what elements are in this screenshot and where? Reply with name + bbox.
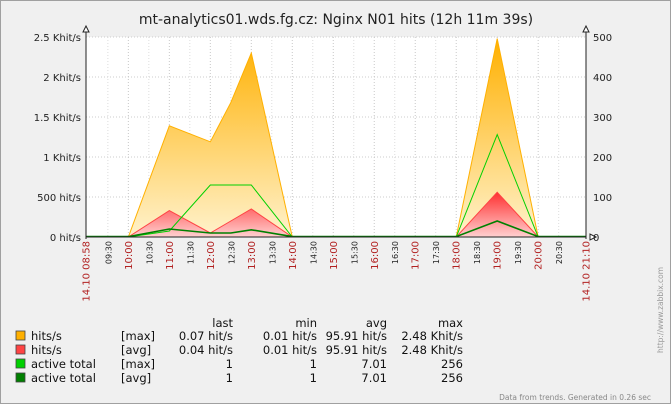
y-left-tick-label: 2.5 Khit/s — [34, 33, 81, 44]
y-right-tick-label: 200 — [593, 153, 612, 164]
x-tick-label: 11:00 — [165, 241, 176, 270]
legend-last: 1 — [226, 371, 233, 385]
legend-series-name: active total — [31, 357, 96, 371]
x-tick-label: 16:00 — [370, 241, 381, 270]
x-axis-arrow — [589, 233, 598, 241]
legend-function: [max] — [121, 357, 155, 371]
x-tick-label: 13:30 — [268, 241, 277, 264]
legend-min: 1 — [310, 357, 317, 371]
footer-text: Data from trends. Generated in 0.26 sec — [499, 393, 651, 402]
axes — [82, 24, 598, 241]
legend-header-max: max — [438, 316, 463, 330]
x-tick-label: 19:30 — [514, 241, 523, 264]
x-tick-label: 12:00 — [206, 241, 217, 270]
y-left-tick-label: 500 hit/s — [37, 193, 81, 204]
legend-max: 256 — [441, 357, 463, 371]
legend-min: 0.01 hit/s — [263, 343, 317, 357]
x-start-label: 14.10 08:58 — [82, 241, 93, 302]
x-tick-label: 12:30 — [227, 241, 236, 264]
x-tick-label: 18:30 — [473, 241, 482, 264]
chart-title: mt-analytics01.wds.fg.cz: Nginx N01 hits… — [139, 12, 533, 28]
legend-swatch — [15, 358, 26, 369]
x-tick-label: 18:00 — [452, 241, 463, 270]
y-right-axis-arrow — [582, 24, 590, 33]
y-right-tick-label: 100 — [593, 193, 612, 204]
y-axis-labels: 0 hit/s 500 hit/s 1 Khit/s 1.5 Khit/s 2 Khit… — [34, 33, 612, 244]
y-left-tick-label: 1 Khit/s — [43, 153, 81, 164]
legend-min: 0.01 hit/s — [263, 329, 317, 343]
legend-header-last: last — [212, 316, 233, 330]
x-tick-label: 15:00 — [329, 241, 340, 270]
legend-series-name: hits/s — [31, 343, 62, 357]
legend-max: 2.48 Khit/s — [401, 343, 463, 357]
legend-header-avg: avg — [366, 316, 387, 330]
y-right-tick-label: 0 — [593, 233, 599, 244]
legend-function: [avg] — [121, 343, 151, 357]
legend-min: 1 — [310, 371, 317, 385]
legend-header-min: min — [295, 316, 317, 330]
legend-avg: 95.91 hit/s — [326, 343, 387, 357]
x-tick-label: 14:00 — [288, 241, 299, 270]
legend-swatch — [15, 344, 26, 355]
legend-avg: 7.01 — [361, 357, 387, 371]
legend-swatch — [15, 330, 26, 341]
legend-max: 256 — [441, 371, 463, 385]
x-tick-label: 17:30 — [432, 241, 441, 264]
y-left-tick-label: 1.5 Khit/s — [34, 113, 81, 124]
x-tick-label: 16:30 — [391, 241, 400, 264]
legend-series-name: active total — [31, 371, 96, 385]
x-tick-label: 10:00 — [124, 241, 135, 270]
x-tick-label: 19:00 — [493, 241, 504, 270]
y-left-tick-label: 0 hit/s — [50, 233, 81, 244]
y-left-axis-arrow — [82, 24, 90, 33]
legend-avg: 7.01 — [361, 371, 387, 385]
y-right-tick-label: 300 — [593, 113, 612, 124]
x-tick-label: 14:30 — [309, 241, 318, 264]
legend-last: 0.04 hit/s — [179, 343, 233, 357]
x-tick-label: 10:30 — [145, 241, 154, 264]
legend-max: 2.48 Khit/s — [401, 329, 463, 343]
legend-function: [max] — [121, 329, 155, 343]
x-tick-label: 15:30 — [350, 241, 359, 264]
x-tick-label: 09:30 — [104, 241, 113, 264]
legend-avg: 95.91 hit/s — [326, 329, 387, 343]
x-end-label: 14.10 21:10 — [582, 241, 593, 302]
legend-function: [avg] — [121, 371, 151, 385]
x-tick-label: 20:00 — [534, 241, 545, 270]
x-tick-label: 17:00 — [411, 241, 422, 270]
y-right-tick-label: 500 — [593, 33, 612, 44]
legend: last min avg max hits/s [max] 0.07 hit/s 0.01 h… — [15, 316, 463, 385]
legend-last: 1 — [226, 357, 233, 371]
y-right-tick-label: 400 — [593, 73, 612, 84]
legend-series-name: hits/s — [31, 329, 62, 343]
x-tick-label: 13:00 — [247, 241, 258, 270]
legend-last: 0.07 hit/s — [179, 329, 233, 343]
x-axis-labels: 14.10 08:58 09:30 10:00 10:30 11:00 11:30 12:0… — [82, 241, 593, 302]
x-tick-label: 20:30 — [555, 241, 564, 264]
zabbix-url: http://www.zabbix.com — [656, 267, 665, 353]
x-tick-label: 11:30 — [186, 241, 195, 264]
legend-swatch — [15, 372, 26, 383]
y-left-tick-label: 2 Khit/s — [43, 73, 81, 84]
